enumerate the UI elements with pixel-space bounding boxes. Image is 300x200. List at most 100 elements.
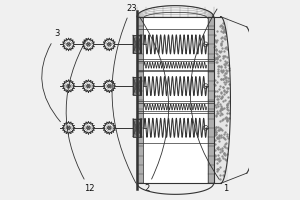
- Point: [214, 49, 219, 52]
- Point: [217, 173, 222, 176]
- Point: [216, 55, 221, 58]
- Point: [213, 52, 218, 55]
- Point: [219, 77, 224, 80]
- Text: 23: 23: [112, 4, 137, 183]
- Point: [226, 136, 230, 139]
- Point: [225, 112, 230, 115]
- Point: [213, 33, 218, 37]
- Point: [217, 109, 222, 112]
- Point: [214, 132, 219, 135]
- Point: [226, 117, 231, 120]
- Point: [215, 89, 220, 92]
- Point: [217, 51, 222, 54]
- Point: [219, 40, 224, 43]
- Point: [213, 155, 218, 158]
- Point: [215, 125, 220, 128]
- Point: [225, 147, 230, 150]
- Point: [227, 111, 232, 114]
- Point: [218, 119, 222, 122]
- Point: [219, 46, 224, 50]
- Point: [224, 45, 228, 48]
- Point: [220, 95, 224, 98]
- Point: [218, 107, 223, 110]
- Point: [223, 31, 228, 34]
- Point: [218, 41, 223, 44]
- Point: [215, 65, 220, 68]
- Point: [218, 49, 223, 52]
- Point: [223, 99, 227, 102]
- Point: [219, 27, 224, 30]
- Polygon shape: [82, 121, 95, 134]
- Point: [214, 52, 219, 55]
- Point: [223, 131, 228, 134]
- Point: [219, 91, 224, 94]
- Point: [217, 55, 222, 58]
- Point: [218, 30, 223, 33]
- Point: [212, 158, 217, 161]
- Point: [218, 110, 222, 113]
- Point: [226, 79, 230, 83]
- Point: [215, 136, 220, 139]
- Point: [218, 104, 223, 107]
- Point: [222, 106, 226, 109]
- Point: [220, 85, 225, 89]
- Point: [223, 72, 228, 75]
- Point: [225, 61, 230, 64]
- Bar: [137, 17, 143, 183]
- Point: [216, 168, 221, 171]
- Point: [225, 118, 230, 121]
- Point: [219, 133, 224, 136]
- Point: [216, 65, 221, 68]
- Point: [223, 138, 227, 141]
- Point: [224, 90, 228, 93]
- Point: [223, 61, 228, 64]
- Point: [218, 65, 223, 69]
- Point: [223, 82, 227, 85]
- Point: [220, 148, 225, 151]
- Point: [219, 96, 224, 99]
- Point: [221, 69, 226, 73]
- Point: [215, 102, 220, 105]
- Point: [221, 57, 226, 60]
- Point: [221, 152, 226, 155]
- Point: [218, 65, 223, 68]
- Point: [221, 93, 226, 96]
- Point: [215, 111, 220, 115]
- Point: [215, 147, 220, 150]
- Point: [212, 45, 217, 48]
- Point: [215, 39, 220, 42]
- Point: [224, 90, 228, 93]
- Point: [212, 82, 217, 85]
- Bar: [133, 77, 141, 95]
- Point: [221, 85, 226, 88]
- Point: [221, 54, 226, 57]
- Point: [216, 134, 221, 137]
- Point: [224, 141, 229, 145]
- Point: [219, 68, 224, 71]
- Point: [225, 134, 230, 138]
- Point: [216, 98, 220, 101]
- Polygon shape: [62, 121, 75, 134]
- Point: [216, 167, 221, 170]
- Point: [218, 111, 223, 114]
- Point: [227, 99, 232, 103]
- Point: [216, 72, 220, 75]
- Point: [220, 77, 225, 81]
- Bar: [137, 17, 214, 183]
- Point: [215, 146, 220, 149]
- Point: [214, 95, 219, 98]
- Point: [226, 68, 231, 71]
- Point: [221, 80, 226, 83]
- Point: [212, 58, 217, 61]
- Point: [214, 105, 218, 108]
- Point: [213, 153, 218, 156]
- Point: [224, 89, 229, 92]
- Point: [220, 118, 225, 122]
- Point: [213, 39, 218, 42]
- Point: [214, 56, 219, 59]
- Point: [222, 170, 227, 173]
- Point: [213, 125, 218, 128]
- Point: [218, 77, 223, 80]
- Point: [221, 77, 226, 81]
- Point: [212, 138, 217, 141]
